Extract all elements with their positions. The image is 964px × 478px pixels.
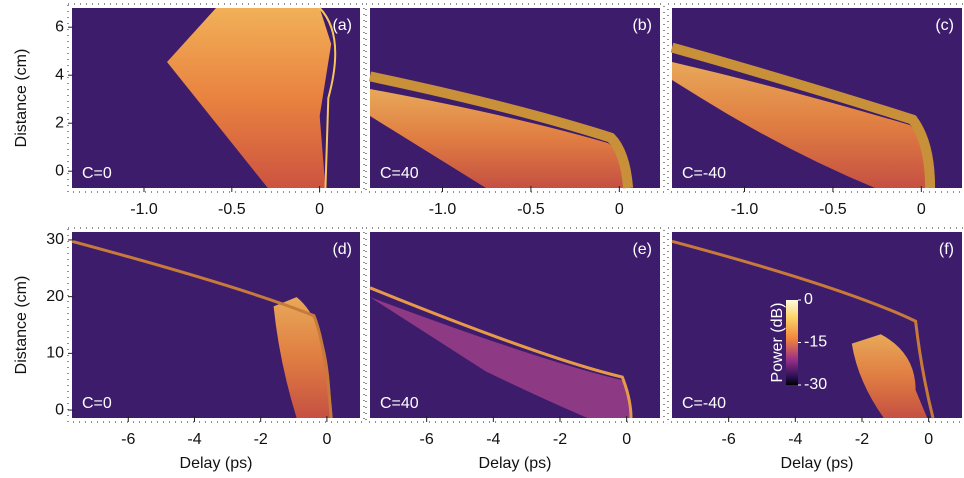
- x-tick-label: 0: [322, 431, 331, 448]
- x-tick-label: -0.5: [819, 201, 847, 218]
- heatmap-feature: [672, 241, 933, 418]
- x-tick-label: -1.0: [731, 201, 759, 218]
- x-tick-label: -2: [855, 431, 869, 448]
- heatmap-texture: [370, 76, 628, 188]
- x-tick-label: -0.5: [218, 201, 246, 218]
- y-tick-label: 30: [46, 231, 64, 248]
- panel-label: (a): [332, 17, 352, 34]
- x-tick-label: -4: [486, 431, 500, 448]
- x-tick-label: -4: [788, 431, 802, 448]
- heatmap-feature: [320, 8, 336, 188]
- panel-label: (f): [939, 241, 954, 258]
- heatmap-feature: [370, 288, 631, 418]
- heatmap-feature: [167, 8, 332, 188]
- heatmap-texture: [72, 241, 331, 418]
- heatmap-feature: [672, 48, 930, 188]
- heatmap-feature: [72, 241, 331, 418]
- x-tick-label: -2: [254, 431, 268, 448]
- heatmap-texture: [370, 288, 631, 418]
- colorbar-tick-label: -15: [804, 334, 827, 351]
- panel: -6 -4 -2 0 (f) C=-40 Delay (ps) 0 -15 -30 Power (d…: [668, 228, 964, 472]
- panel: -1.0 -0.5 0 (b) C=40: [366, 4, 664, 218]
- heatmap-feature: [672, 62, 928, 189]
- x-tick-label: -4: [187, 431, 201, 448]
- colorbar-tick-label: -30: [804, 376, 827, 393]
- x-tick-label: 0: [315, 201, 324, 218]
- panel: -1.0 -0.5 0 (c) C=-40: [668, 4, 964, 218]
- heatmap-feature: [851, 334, 928, 418]
- panel-label: (e): [632, 241, 652, 258]
- x-tick-label: 0: [917, 201, 926, 218]
- y-tick-label: 4: [55, 66, 64, 83]
- x-tick-label: -6: [722, 431, 736, 448]
- x-tick-label: -0.5: [517, 201, 545, 218]
- panel: -6 -4 -2 0 0 10 20 30 (d) C=0 Distance (cm) Delay (…: [13, 228, 364, 472]
- heatmap-texture: [672, 48, 930, 188]
- colorbar-tick-label: 0: [804, 291, 813, 308]
- panel-label: (c): [935, 17, 954, 34]
- y-axis-label: Distance (cm): [13, 276, 30, 375]
- y-tick-label: 2: [55, 114, 64, 131]
- heatmap-feature: [370, 76, 628, 188]
- y-tick-label: 10: [46, 345, 64, 362]
- x-axis-label: Delay (ps): [180, 455, 253, 472]
- annotation: C=0: [82, 395, 112, 412]
- heatmap-texture: [672, 241, 933, 418]
- x-tick-label: -1.0: [130, 201, 158, 218]
- panel: -6 -4 -2 0 (e) C=40 Delay (ps): [366, 228, 664, 472]
- colorbar-label: Power (dB): [769, 302, 786, 382]
- x-tick-label: -2: [553, 431, 567, 448]
- y-tick-label: 6: [55, 18, 64, 35]
- annotation: C=0: [82, 165, 112, 182]
- x-tick-label: -6: [420, 431, 434, 448]
- panel: -1.0 -0.5 0 0 2 4 6 (a) C=0 Distance (cm): [13, 4, 364, 218]
- y-tick-label: 0: [55, 162, 64, 179]
- x-tick-label: -1.0: [429, 201, 457, 218]
- annotation: C=-40: [682, 395, 726, 412]
- colorbar: [786, 300, 798, 385]
- x-tick-label: -6: [121, 431, 135, 448]
- heatmap-texture: [167, 8, 335, 188]
- heatmap-feature: [370, 89, 626, 188]
- y-tick-label: 20: [46, 288, 64, 305]
- x-axis-label: Delay (ps): [479, 455, 552, 472]
- annotation: C=40: [380, 395, 419, 412]
- panel-label: (b): [632, 17, 652, 34]
- annotation: C=-40: [682, 165, 726, 182]
- heatmap-feature: [370, 297, 631, 418]
- panel-label: (d): [332, 241, 352, 258]
- annotation: C=40: [380, 165, 419, 182]
- x-tick-label: 0: [615, 201, 624, 218]
- y-tick-label: 0: [55, 401, 64, 418]
- y-axis-label: Distance (cm): [13, 49, 30, 148]
- x-axis-label: Delay (ps): [781, 455, 854, 472]
- x-tick-label: 0: [622, 431, 631, 448]
- x-tick-label: 0: [924, 431, 933, 448]
